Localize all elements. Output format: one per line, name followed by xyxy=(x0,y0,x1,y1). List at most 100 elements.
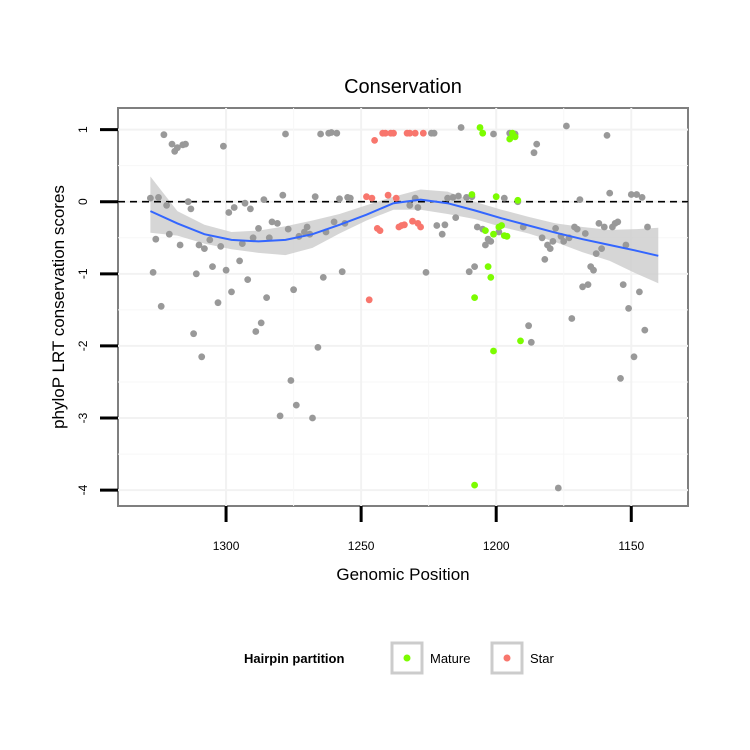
data-point-other xyxy=(595,220,603,227)
data-point-mature xyxy=(468,191,476,198)
legend-dot-star xyxy=(503,654,511,662)
legend-dot-mature xyxy=(403,654,411,662)
data-point-other xyxy=(606,189,614,197)
data-point-mature xyxy=(471,481,478,489)
y-tick-label: -2 xyxy=(76,340,90,351)
x-tick-label: 1250 xyxy=(348,539,375,553)
data-point-other xyxy=(220,142,227,150)
data-point-other xyxy=(452,214,460,222)
data-point-other xyxy=(641,326,649,334)
data-point-other xyxy=(619,281,627,288)
data-point-other xyxy=(238,240,246,248)
data-point-other xyxy=(406,201,414,209)
data-point-other xyxy=(533,140,541,148)
data-point-star xyxy=(371,137,378,144)
data-point-other xyxy=(563,122,570,130)
data-point-other xyxy=(230,204,238,211)
data-point-other xyxy=(157,302,165,310)
data-point-mature xyxy=(487,274,495,281)
chart-title: Conservation xyxy=(344,76,462,98)
data-point-other xyxy=(554,484,562,492)
data-point-other xyxy=(338,268,346,276)
data-point-other xyxy=(455,192,462,200)
data-point-other xyxy=(165,230,173,238)
data-point-other xyxy=(487,238,495,245)
data-point-other xyxy=(206,236,214,244)
data-point-other xyxy=(187,205,195,213)
data-point-mature xyxy=(484,263,492,270)
data-point-star xyxy=(382,129,389,137)
data-point-other xyxy=(495,228,503,236)
data-point-other xyxy=(301,228,308,236)
data-point-mature xyxy=(490,230,497,238)
data-point-other xyxy=(346,194,354,202)
data-point-other xyxy=(152,235,160,243)
data-point-other xyxy=(541,256,549,263)
data-point-star xyxy=(392,194,400,202)
data-point-other xyxy=(457,124,465,131)
data-point-other xyxy=(241,199,249,207)
x-tick-label: 1200 xyxy=(483,539,510,553)
x-axis: 1300 1250 1200 1150 xyxy=(213,506,644,553)
x-tick-label: 1300 xyxy=(213,539,240,553)
data-point-other xyxy=(252,328,260,335)
data-point-star xyxy=(409,217,416,225)
data-point-star xyxy=(406,129,414,137)
data-point-other xyxy=(236,257,244,265)
data-point-mature xyxy=(514,196,522,204)
data-point-star xyxy=(368,194,376,202)
data-point-other xyxy=(190,330,198,338)
data-point-other xyxy=(333,129,341,137)
data-point-other xyxy=(263,294,270,301)
data-point-other xyxy=(168,140,176,148)
data-point-mature xyxy=(492,193,500,201)
data-point-other xyxy=(222,266,230,274)
data-point-other xyxy=(257,319,265,327)
y-tick-label: -1 xyxy=(76,268,90,279)
data-point-other xyxy=(549,238,557,245)
data-point-other xyxy=(174,144,181,152)
data-point-other xyxy=(247,205,254,213)
data-point-other xyxy=(414,204,422,211)
data-point-other xyxy=(614,218,622,226)
y-tick-label: -3 xyxy=(76,412,90,423)
legend-title: Hairpin partition xyxy=(244,651,344,666)
data-point-star xyxy=(365,296,373,304)
data-point-mature xyxy=(482,227,489,235)
data-point-mature xyxy=(471,294,478,301)
data-point-other xyxy=(590,266,597,274)
data-point-other xyxy=(279,191,287,199)
y-tick-label: 1 xyxy=(76,126,90,133)
data-point-other xyxy=(568,315,576,322)
data-point-other xyxy=(633,191,641,198)
data-point-other xyxy=(225,209,233,216)
data-point-other xyxy=(441,221,449,229)
data-point-other xyxy=(265,234,273,242)
data-point-other xyxy=(630,353,638,361)
data-point-other xyxy=(163,201,171,209)
data-point-other xyxy=(576,196,584,204)
data-point-other xyxy=(581,230,589,237)
data-point-other xyxy=(276,412,284,420)
data-point-other xyxy=(625,305,632,312)
data-point-other xyxy=(198,353,206,361)
data-point-other xyxy=(530,149,538,157)
data-point-other xyxy=(160,131,168,139)
data-point-other xyxy=(149,269,157,276)
data-point-other xyxy=(465,268,473,276)
y-tick-label: 0 xyxy=(76,198,90,205)
data-point-other xyxy=(449,194,457,201)
data-point-other xyxy=(330,218,338,226)
data-point-star xyxy=(401,221,408,229)
data-point-other xyxy=(328,129,335,136)
data-point-other xyxy=(336,195,343,203)
data-point-other xyxy=(560,238,568,245)
data-point-other xyxy=(290,286,297,294)
data-point-other xyxy=(584,281,592,288)
data-point-other xyxy=(638,194,646,201)
data-point-other xyxy=(538,234,546,242)
data-point-other xyxy=(627,191,635,198)
data-point-other xyxy=(527,338,535,346)
data-point-mature xyxy=(506,135,514,143)
